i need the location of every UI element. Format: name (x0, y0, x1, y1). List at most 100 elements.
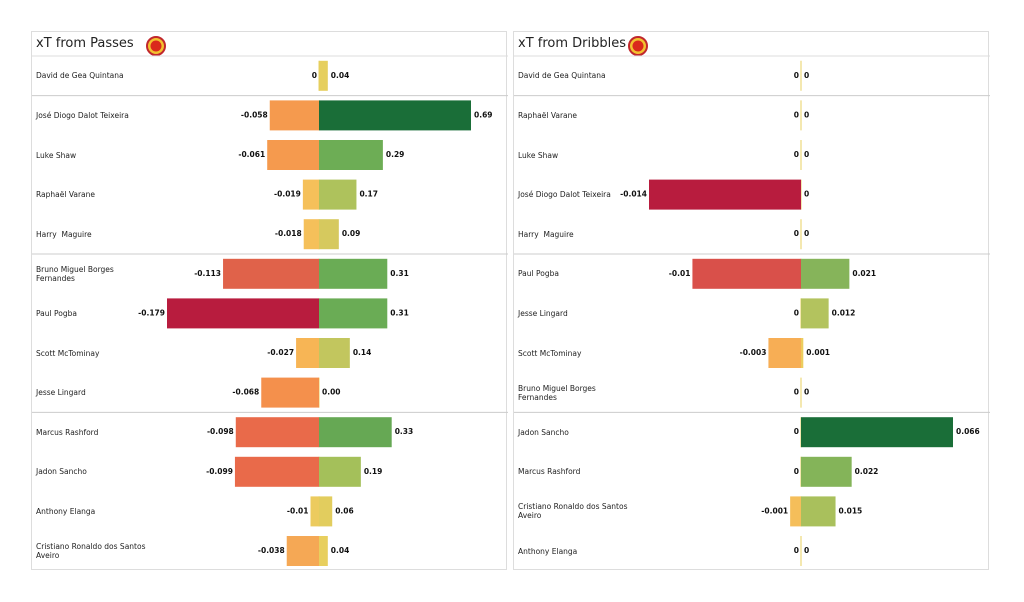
negative-bar (223, 258, 319, 289)
positive-bar (801, 417, 953, 448)
negative-bar (790, 496, 801, 527)
player-name: Marcus Rashford (518, 467, 581, 477)
negative-label: -0.014 (620, 190, 647, 199)
positive-label: 0.14 (353, 348, 372, 357)
chart-panel: xT from Passes 0 0.04 -0.058 0.69 -0.061 0.29 -… (31, 31, 508, 570)
negative-label: 0 (794, 308, 799, 317)
player-name: Jesse Lingard (36, 388, 86, 398)
positive-bar (801, 338, 804, 368)
negative-bar (296, 338, 319, 368)
player-name: Raphaël Varane (36, 190, 96, 200)
negative-label: -0.003 (740, 348, 767, 357)
negative-label: 0 (794, 388, 799, 397)
negative-label: -0.018 (275, 229, 302, 238)
player-name: Raphaël Varane (518, 110, 578, 120)
positive-bar (801, 456, 852, 487)
positive-label: 0.00 (322, 388, 341, 397)
positive-bar (801, 258, 850, 289)
negative-label: -0.019 (274, 190, 301, 199)
negative-label: -0.01 (669, 269, 691, 278)
player-name: Anthony Elanga (36, 506, 96, 516)
player-name: David de Gea Quintana (518, 71, 606, 81)
positive-label: 0.09 (342, 229, 361, 238)
negative-bar (768, 338, 801, 368)
player-name: David de Gea Quintana (36, 71, 124, 81)
negative-bar (267, 140, 319, 170)
positive-label: 0.17 (359, 190, 378, 199)
positive-label: 0.021 (852, 269, 876, 278)
negative-bar (235, 417, 319, 448)
club-logo (628, 36, 648, 56)
positive-label: 0.04 (331, 546, 350, 555)
chart-title: xT from Dribbles (518, 36, 627, 51)
positive-label: 0.022 (855, 467, 879, 476)
player-name: Marcus Rashford (36, 427, 99, 437)
positive-label: 0 (804, 388, 809, 397)
player-name: José Diogo Dalot Teixeira (518, 190, 611, 200)
negative-bar (286, 536, 319, 566)
player-name: Scott McTominay (36, 348, 100, 358)
negative-label: -0.038 (258, 546, 285, 555)
negative-label: 0 (794, 467, 799, 476)
positive-bar (319, 456, 361, 487)
negative-label: -0.01 (287, 506, 309, 515)
negative-label: 0 (794, 546, 799, 555)
positive-label: 0.33 (395, 427, 414, 436)
positive-label: 0 (804, 229, 809, 238)
negative-label: -0.068 (232, 388, 259, 397)
negative-label: -0.027 (267, 348, 294, 357)
bars-area: 0 0.04 -0.058 0.69 -0.061 0.29 -0.019 0.17 -0.01… (32, 55, 508, 566)
positive-bar (319, 258, 388, 289)
positive-label: 0 (804, 150, 809, 159)
negative-label: 0 (794, 427, 799, 436)
negative-bar (649, 179, 801, 210)
positive-label: 0.066 (956, 427, 980, 436)
positive-label: 0.001 (806, 348, 830, 357)
positive-bar (319, 536, 328, 566)
negative-label: -0.099 (206, 467, 233, 476)
positive-bar (801, 496, 836, 527)
positive-bar (319, 417, 392, 448)
player-name: Luke Shaw (36, 150, 77, 160)
negative-label: -0.001 (761, 506, 788, 515)
positive-label: 0.04 (331, 71, 350, 80)
player-name: Bruno Miguel Borges Fernandes (518, 383, 599, 402)
positive-bar (319, 298, 388, 329)
positive-label: 0.31 (390, 308, 409, 317)
positive-bar (319, 60, 328, 91)
positive-label: 0.012 (832, 308, 856, 317)
negative-bar (167, 298, 319, 329)
negative-bar (234, 456, 319, 487)
positive-label: 0 (804, 71, 809, 80)
positive-bar (319, 219, 339, 250)
player-name: Paul Pogba (36, 308, 77, 318)
player-name: Scott McTominay (518, 348, 582, 358)
player-name: Bruno Miguel Borges Fernandes (36, 264, 117, 283)
negative-label: 0 (794, 110, 799, 119)
club-logo (146, 36, 166, 56)
player-name: Cristiano Ronaldo dos Santos Aveiro (36, 542, 148, 560)
negative-bar (302, 179, 319, 210)
negative-bar (310, 496, 319, 527)
negative-label: -0.098 (207, 427, 234, 436)
chart-title: xT from Passes (36, 36, 134, 51)
negative-label: -0.061 (238, 150, 265, 159)
positive-bar (319, 140, 383, 170)
negative-label: -0.058 (241, 110, 268, 119)
positive-label: 0.31 (390, 269, 409, 278)
positive-bar (319, 100, 471, 131)
positive-bar (319, 496, 333, 527)
negative-label: 0 (794, 71, 799, 80)
player-name: Jesse Lingard (518, 308, 568, 318)
positive-label: 0 (804, 110, 809, 119)
positive-label: 0.015 (839, 506, 863, 515)
positive-label: 0.29 (386, 150, 405, 159)
player-name: Harry Maguire (36, 229, 92, 239)
positive-label: 0 (804, 190, 809, 199)
player-name: Anthony Elanga (518, 546, 578, 556)
player-name: Paul Pogba (518, 269, 559, 279)
positive-label: 0.19 (364, 467, 383, 476)
player-name: Jadon Sancho (36, 467, 87, 477)
negative-bar (261, 377, 319, 408)
